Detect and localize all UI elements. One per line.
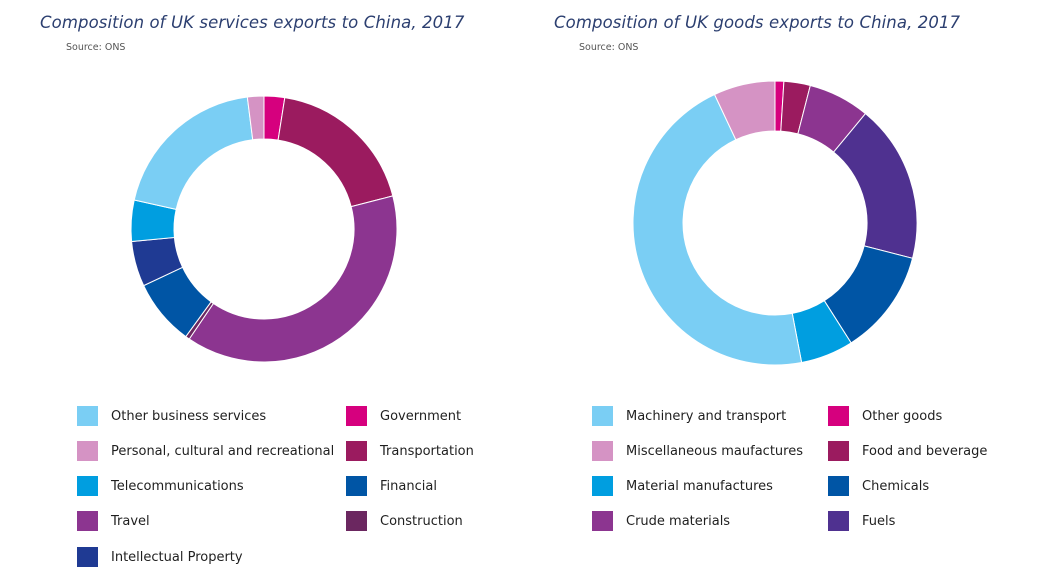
legend-item-financial: Financial <box>346 475 437 497</box>
legend-swatch <box>346 476 367 496</box>
legend-label: Other goods <box>862 408 943 424</box>
donut-chart <box>632 80 918 366</box>
legend-swatch <box>77 547 98 567</box>
services-exports-chart: Composition of UK services exports to Ch… <box>40 13 474 568</box>
donut-chart <box>130 95 398 363</box>
legend-swatch <box>77 511 98 531</box>
chart-source: Source: ONS <box>579 42 639 53</box>
legend-swatch <box>828 406 849 426</box>
legend-swatch <box>592 406 613 426</box>
legend-label: Material manufactures <box>626 478 773 494</box>
legend-swatch <box>828 476 849 496</box>
legend-swatch <box>77 476 98 496</box>
legend-swatch <box>592 476 613 496</box>
slice-personal-cultural-and-recreational <box>246 95 265 141</box>
legend-label: Intellectual Property <box>111 549 243 565</box>
legend-swatch <box>592 441 613 461</box>
legend-item-government: Government <box>346 405 461 427</box>
legend-item-machinery-and-transport: Machinery and transport <box>592 405 786 427</box>
legend-item-material-manufactures: Material manufactures <box>592 475 773 497</box>
legend-item-construction: Construction <box>346 510 463 532</box>
legend-swatch <box>346 511 367 531</box>
legend-label: Fuels <box>862 513 896 529</box>
legend-item-telecommunications: Telecommunications <box>77 475 244 497</box>
legend-item-crude-materials: Crude materials <box>592 510 730 532</box>
legend-item-fuels: Fuels <box>828 510 895 532</box>
legend-label: Travel <box>111 513 150 529</box>
legend-item-travel: Travel <box>77 510 150 532</box>
chart-title: Composition of UK goods exports to China… <box>554 13 961 32</box>
legend-label: Food and beverage <box>862 443 988 459</box>
legend-swatch <box>592 511 613 531</box>
legend-label: Telecommunications <box>111 478 244 494</box>
legend-label: Financial <box>380 478 437 494</box>
legend-item-food-and-beverage: Food and beverage <box>828 440 987 462</box>
legend-item-other-business-services: Other business services <box>77 405 266 427</box>
legend-swatch <box>828 511 849 531</box>
goods-exports-chart: Composition of UK goods exports to China… <box>520 0 1039 581</box>
legend-swatch <box>346 406 367 426</box>
legend-item-intellectual-property: Intellectual Property <box>77 546 243 568</box>
legend-label: Machinery and transport <box>626 408 787 424</box>
legend-label: Other business services <box>111 408 267 424</box>
legend-label: Personal, cultural and recreational <box>111 443 335 459</box>
legend-item-miscellaneous-maufactures: Miscellaneous maufactures <box>592 440 803 462</box>
legend-swatch <box>346 441 367 461</box>
legend-swatch <box>828 441 849 461</box>
legend-label: Chemicals <box>862 478 930 494</box>
legend-swatch <box>77 441 98 461</box>
chart-legend: Other business services Personal, cultura… <box>77 405 474 568</box>
slice-miscellaneous-maufactures <box>713 80 776 141</box>
legend-item-chemicals: Chemicals <box>828 475 929 497</box>
legend-label: Crude materials <box>626 513 731 529</box>
legend-item-transportation: Transportation <box>346 440 474 462</box>
chart-source: Source: ONS <box>66 42 126 53</box>
legend-label: Miscellaneous maufactures <box>626 443 803 459</box>
legend-item-other-goods: Other goods <box>828 405 942 427</box>
legend-label: Transportation <box>380 443 474 459</box>
legend-swatch <box>77 406 98 426</box>
slice-travel <box>188 195 398 363</box>
slice-machinery-and-transport <box>632 93 803 366</box>
chart-legend: Machinery and transport Miscellaneous mau… <box>520 0 1039 581</box>
chart-title: Composition of UK services exports to Ch… <box>40 13 465 32</box>
legend-label: Government <box>380 408 462 424</box>
legend-label: Construction <box>380 513 463 529</box>
legend-item-personal-cultural-and-recreational: Personal, cultural and recreational <box>77 440 334 462</box>
